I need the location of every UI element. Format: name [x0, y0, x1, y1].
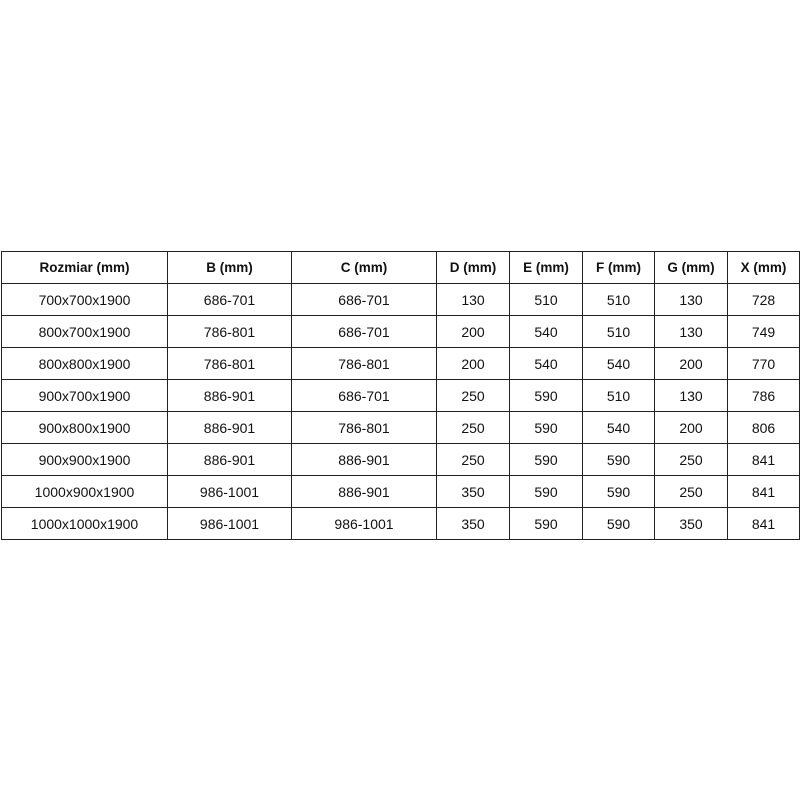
table-cell: 540 — [509, 315, 583, 348]
table-cell: 590 — [582, 443, 655, 476]
table-row: 700x700x1900 686-701 686-701 130 510 510 130 72… — [1, 283, 800, 316]
column-header: E (mm) — [509, 251, 583, 284]
table-cell: 1000x1000x1900 — [1, 507, 168, 540]
table-cell: 250 — [436, 379, 510, 412]
table-cell: 886-901 — [167, 411, 292, 444]
table-cell: 686-701 — [167, 283, 292, 316]
table-cell: 590 — [509, 443, 583, 476]
column-header: X (mm) — [727, 251, 800, 284]
table-cell: 350 — [654, 507, 728, 540]
table-cell: 686-701 — [291, 379, 437, 412]
table-row: 800x700x1900 786-801 686-701 200 540 510 130 74… — [1, 315, 800, 348]
table-cell: 130 — [654, 315, 728, 348]
table-cell: 130 — [654, 283, 728, 316]
table-cell: 900x900x1900 — [1, 443, 168, 476]
table-cell: 886-901 — [167, 379, 292, 412]
table-cell: 250 — [436, 443, 510, 476]
column-header: C (mm) — [291, 251, 437, 284]
table-cell: 786-801 — [291, 347, 437, 380]
table-cell: 130 — [436, 283, 510, 316]
table-cell: 786-801 — [167, 315, 292, 348]
table-row: 900x700x1900 886-901 686-701 250 590 510 130 78… — [1, 379, 800, 412]
table-cell: 590 — [509, 507, 583, 540]
header-row: Rozmiar (mm) B (mm) C (mm) D (mm) E (mm) F (m… — [1, 251, 800, 284]
table-cell: 200 — [436, 315, 510, 348]
table-cell: 686-701 — [291, 283, 437, 316]
table-cell: 749 — [727, 315, 800, 348]
table-cell: 510 — [582, 283, 655, 316]
table-cell: 986-1001 — [291, 507, 437, 540]
table-cell: 786-801 — [291, 411, 437, 444]
table-cell: 886-901 — [291, 443, 437, 476]
table-cell: 700x700x1900 — [1, 283, 168, 316]
table-cell: 686-701 — [291, 315, 437, 348]
table-row: 800x800x1900 786-801 786-801 200 540 540 200 77… — [1, 347, 800, 380]
table-cell: 590 — [582, 475, 655, 508]
column-header: Rozmiar (mm) — [1, 251, 168, 284]
table-cell: 540 — [509, 347, 583, 380]
table-cell: 510 — [582, 315, 655, 348]
table-cell: 841 — [727, 443, 800, 476]
table-cell: 728 — [727, 283, 800, 316]
table-cell: 886-901 — [167, 443, 292, 476]
dimensions-table: Rozmiar (mm) B (mm) C (mm) D (mm) E (mm) F (m… — [1, 251, 800, 540]
table-cell: 590 — [509, 475, 583, 508]
table-cell: 900x700x1900 — [1, 379, 168, 412]
table-cell: 806 — [727, 411, 800, 444]
table-cell: 841 — [727, 507, 800, 540]
table-cell: 786-801 — [167, 347, 292, 380]
table-cell: 900x800x1900 — [1, 411, 168, 444]
table-cell: 250 — [654, 443, 728, 476]
table-cell: 1000x900x1900 — [1, 475, 168, 508]
table-cell: 590 — [509, 379, 583, 412]
table-cell: 350 — [436, 475, 510, 508]
table-cell: 986-1001 — [167, 475, 292, 508]
table-cell: 130 — [654, 379, 728, 412]
table-cell: 590 — [582, 507, 655, 540]
table-row: 900x900x1900 886-901 886-901 250 590 590 250 84… — [1, 443, 800, 476]
table-row: 1000x900x1900 986-1001 886-901 350 590 590 250… — [1, 475, 800, 508]
table-cell: 590 — [509, 411, 583, 444]
table-cell: 200 — [654, 411, 728, 444]
table-cell: 200 — [654, 347, 728, 380]
table-cell: 350 — [436, 507, 510, 540]
table-cell: 250 — [436, 411, 510, 444]
table-row: 1000x1000x1900 986-1001 986-1001 350 590 590 3… — [1, 507, 800, 540]
table-cell: 886-901 — [291, 475, 437, 508]
column-header: F (mm) — [582, 251, 655, 284]
table-cell: 786 — [727, 379, 800, 412]
table-cell: 510 — [509, 283, 583, 316]
column-header: D (mm) — [436, 251, 510, 284]
table-row: 900x800x1900 886-901 786-801 250 590 540 200 80… — [1, 411, 800, 444]
table-cell: 986-1001 — [167, 507, 292, 540]
table-cell: 540 — [582, 411, 655, 444]
table-cell: 510 — [582, 379, 655, 412]
table-cell: 250 — [654, 475, 728, 508]
table-cell: 800x800x1900 — [1, 347, 168, 380]
table-cell: 800x700x1900 — [1, 315, 168, 348]
table-cell: 841 — [727, 475, 800, 508]
table-cell: 770 — [727, 347, 800, 380]
column-header: B (mm) — [167, 251, 292, 284]
table-cell: 200 — [436, 347, 510, 380]
table-cell: 540 — [582, 347, 655, 380]
column-header: G (mm) — [654, 251, 728, 284]
